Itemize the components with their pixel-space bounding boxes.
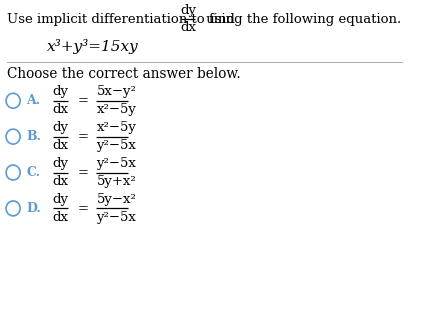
Text: dx: dx (53, 211, 69, 224)
Text: Choose the correct answer below.: Choose the correct answer below. (7, 67, 241, 81)
Text: Use implicit differentiation to find: Use implicit differentiation to find (7, 13, 239, 26)
Text: x²−5y: x²−5y (97, 121, 136, 134)
Text: dy: dy (53, 193, 69, 206)
Text: =: = (78, 166, 89, 179)
Text: using the following equation.: using the following equation. (202, 13, 401, 26)
Text: dx: dx (53, 103, 69, 116)
Text: y²−5x: y²−5x (97, 139, 136, 152)
Text: =: = (78, 94, 89, 107)
Text: 5y−x²: 5y−x² (97, 193, 136, 206)
Text: dx: dx (53, 175, 69, 188)
Text: =: = (78, 202, 89, 215)
Text: B.: B. (26, 130, 41, 143)
Text: y²−5x: y²−5x (97, 211, 136, 224)
Text: x³+y³=15xy: x³+y³=15xy (47, 40, 139, 54)
Text: D.: D. (26, 202, 41, 215)
Text: A.: A. (26, 94, 40, 107)
Text: y²−5x: y²−5x (97, 157, 136, 170)
Text: x²−5y: x²−5y (97, 103, 136, 116)
Text: 5y+x²: 5y+x² (97, 175, 136, 188)
Text: dx: dx (180, 22, 196, 35)
Text: dy: dy (180, 4, 196, 17)
Text: 5x−y²: 5x−y² (97, 85, 136, 98)
Text: =: = (78, 130, 89, 143)
Text: dy: dy (53, 85, 69, 98)
Text: dx: dx (53, 139, 69, 152)
Text: C.: C. (26, 166, 40, 179)
Text: dy: dy (53, 121, 69, 134)
Text: dy: dy (53, 157, 69, 170)
